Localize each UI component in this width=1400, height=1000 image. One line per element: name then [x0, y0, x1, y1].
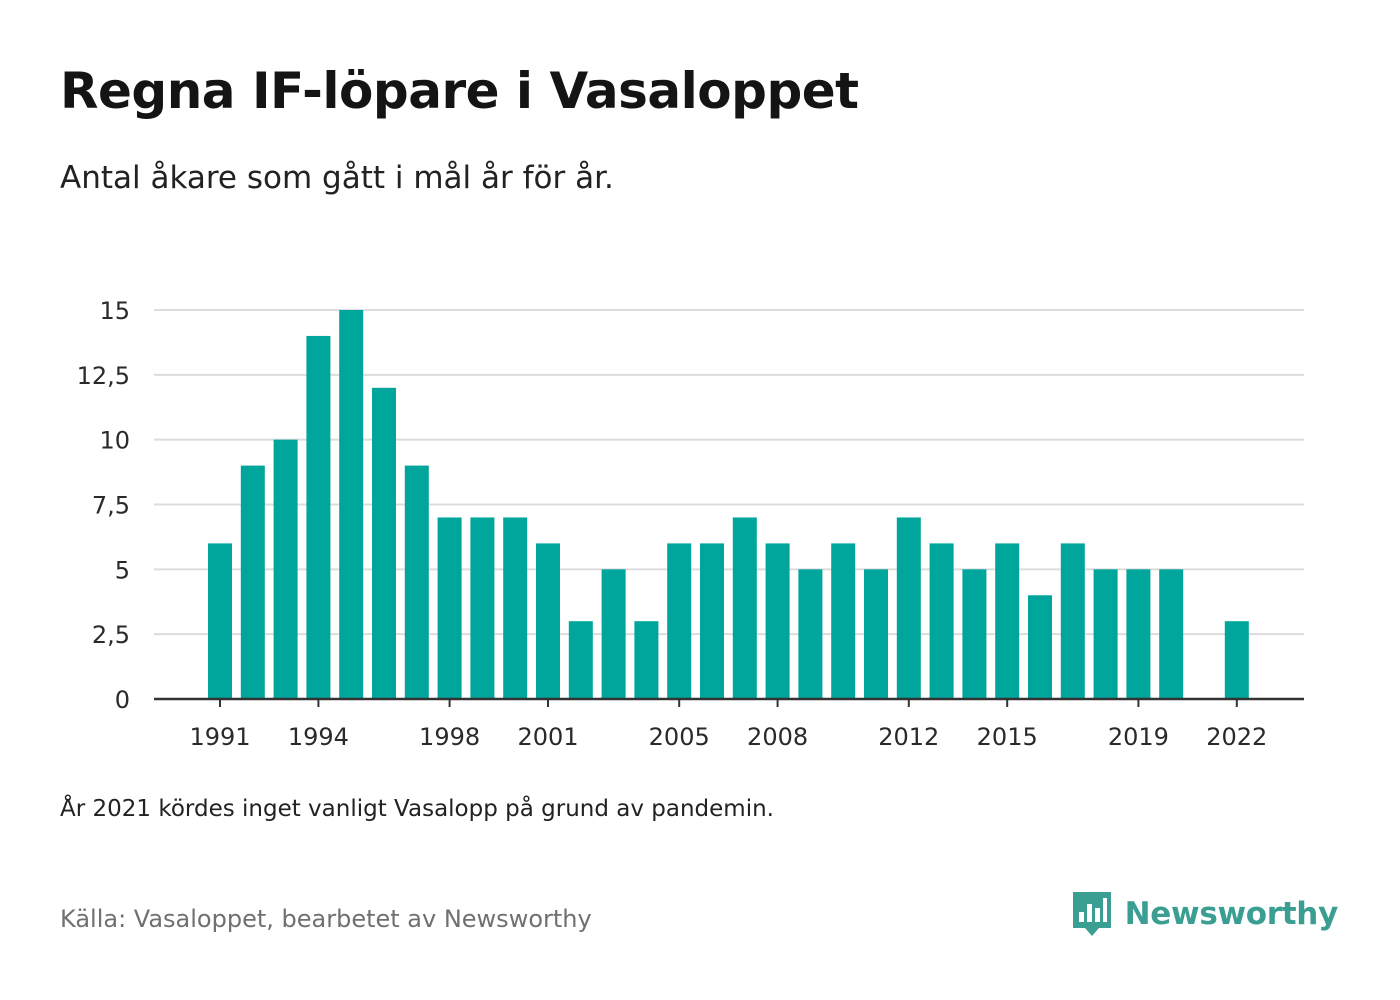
x-tick-label: 2019 — [1108, 723, 1169, 751]
y-tick-label: 5 — [115, 556, 130, 584]
bar-2001 — [536, 543, 560, 699]
bar-2019 — [1126, 569, 1151, 699]
bar-2017 — [1060, 543, 1085, 699]
bar-2018 — [1093, 569, 1118, 699]
x-tick-label: 2015 — [977, 723, 1038, 751]
bar-1993 — [273, 439, 298, 699]
bar-2004 — [634, 621, 659, 699]
bars — [208, 310, 1249, 699]
bar-2011 — [864, 569, 888, 699]
bar-2006 — [700, 543, 724, 699]
x-tick-label: 1998 — [419, 723, 480, 751]
bar-2014 — [962, 569, 987, 699]
x-tick-label: 2001 — [517, 723, 578, 751]
bar-2002 — [568, 621, 593, 699]
bar-1998 — [437, 517, 462, 699]
y-tick-label: 0 — [115, 686, 130, 714]
bar-1999 — [470, 517, 495, 699]
bar-2012 — [896, 517, 921, 699]
y-tick-label: 7,5 — [92, 492, 130, 520]
y-tick-label: 12,5 — [77, 362, 130, 390]
bar-2003 — [601, 569, 626, 699]
bar-2000 — [503, 517, 528, 699]
y-tick-label: 2,5 — [92, 621, 130, 649]
x-tick-label: 2012 — [878, 723, 939, 751]
x-tick-label: 1994 — [288, 723, 349, 751]
brand-name: Newsworthy — [1124, 896, 1339, 932]
bar-2022 — [1224, 621, 1249, 699]
bar-2005 — [667, 543, 692, 699]
x-tick-label: 2005 — [649, 723, 710, 751]
chart-title: Regna IF-löpare i Vasaloppet — [60, 62, 859, 120]
bar-1991 — [208, 543, 232, 699]
y-tick-label: 10 — [99, 427, 130, 455]
bar-2009 — [798, 569, 823, 699]
bar-2010 — [831, 543, 856, 699]
chart-subtitle: Antal åkare som gått i mål år för år. — [60, 160, 614, 196]
bar-1995 — [339, 310, 364, 699]
x-axis-ticks: 1991 1994 1998 2001 2005 2008 2012 2015 2019 2022 — [189, 699, 1267, 751]
bar-chart: 0 2,5 5 7,5 10 12,5 15 1991 1994 1998 2001 2005 200… — [77, 297, 1304, 751]
bar-2013 — [929, 543, 954, 699]
bar-1996 — [372, 387, 396, 699]
bar-2008 — [765, 543, 790, 699]
chart-note: År 2021 kördes inget vanligt Vasalopp på… — [60, 796, 774, 822]
y-axis-ticks: 0 2,5 5 7,5 10 12,5 15 — [77, 297, 130, 714]
newsworthy-logo-icon — [1072, 892, 1111, 936]
bar-2020 — [1159, 569, 1184, 699]
x-tick-label: 1991 — [189, 723, 250, 751]
bar-2016 — [1028, 595, 1052, 699]
source-credit: Källa: Vasaloppet, bearbetet av Newswort… — [60, 905, 592, 933]
y-tick-label: 15 — [99, 297, 130, 325]
bar-1992 — [240, 465, 265, 699]
x-tick-label: 2008 — [747, 723, 808, 751]
bar-2015 — [995, 543, 1020, 699]
brand-logo: Newsworthy — [1071, 890, 1338, 938]
bar-2007 — [732, 517, 757, 699]
bar-1994 — [306, 335, 331, 699]
x-tick-label: 2022 — [1206, 723, 1267, 751]
bar-1997 — [404, 465, 429, 699]
